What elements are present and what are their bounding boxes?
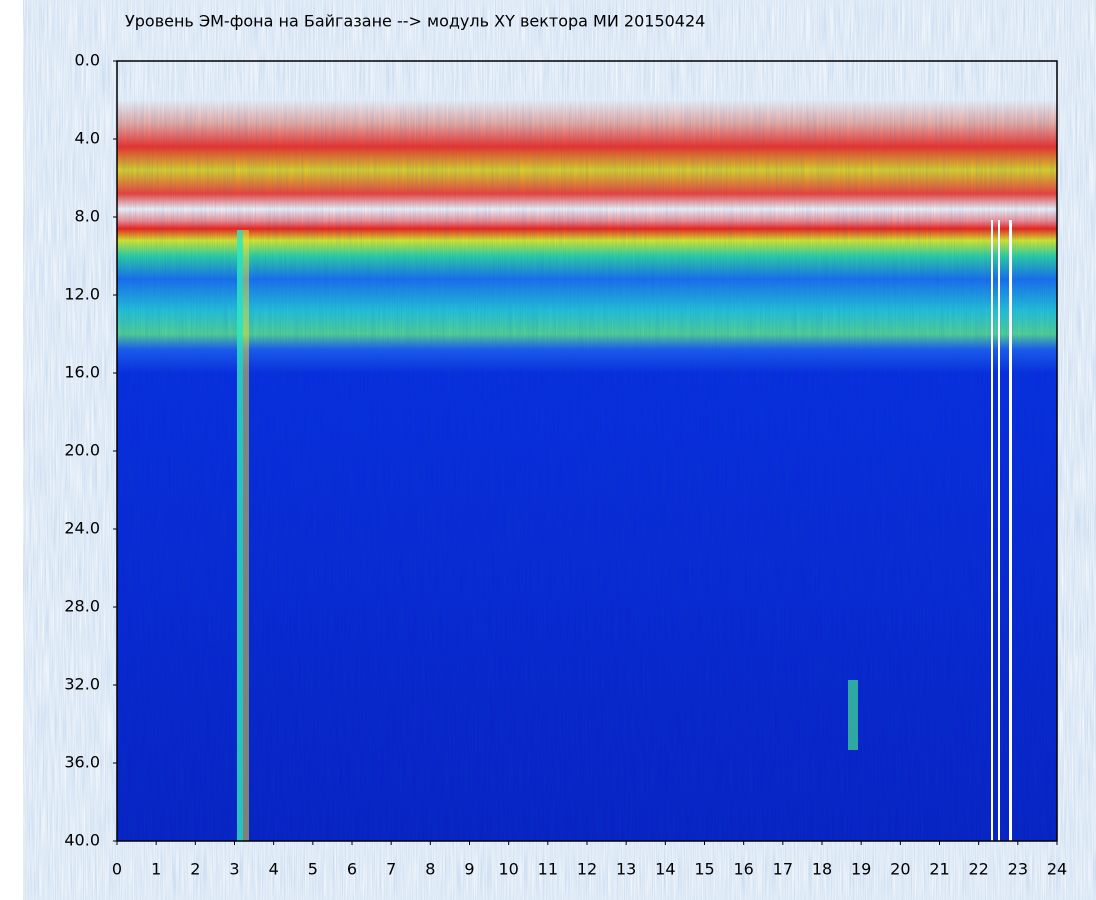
x-tick-label: 1	[151, 860, 161, 879]
spectrogram-texture	[117, 61, 1057, 841]
x-tick-label: 0	[112, 860, 122, 879]
x-tick-label: 8	[425, 860, 435, 879]
x-tick-label: 17	[773, 860, 793, 879]
y-tick-label: 28.0	[64, 597, 100, 616]
y-tick-label: 32.0	[64, 675, 100, 694]
x-tick-label: 10	[498, 860, 518, 879]
x-tick-label: 3	[229, 860, 239, 879]
x-tick-label: 23	[1008, 860, 1028, 879]
y-tick-label: 20.0	[64, 441, 100, 460]
y-tick-label: 8.0	[75, 207, 100, 226]
y-tick-label: 24.0	[64, 519, 100, 538]
y-tick-label: 36.0	[64, 753, 100, 772]
x-tick-label: 7	[386, 860, 396, 879]
x-tick-label: 2	[190, 860, 200, 879]
y-tick-label: 4.0	[75, 129, 100, 148]
x-tick-label: 9	[464, 860, 474, 879]
y-tick-label: 12.0	[64, 285, 100, 304]
x-tick-label: 16	[733, 860, 753, 879]
y-tick-label: 40.0	[64, 831, 100, 850]
x-tick-label: 13	[616, 860, 636, 879]
x-tick-label: 12	[577, 860, 597, 879]
x-tick-label: 24	[1047, 860, 1067, 879]
y-tick-label: 16.0	[64, 363, 100, 382]
x-tick-label: 11	[538, 860, 558, 879]
x-tick-label: 6	[347, 860, 357, 879]
x-tick-label: 19	[851, 860, 871, 879]
x-tick-label: 14	[655, 860, 675, 879]
y-tick-label: 0.0	[75, 51, 100, 70]
x-tick-label: 4	[269, 860, 279, 879]
x-tick-label: 22	[968, 860, 988, 879]
x-tick-label: 21	[929, 860, 949, 879]
x-tick-label: 18	[812, 860, 832, 879]
x-tick-label: 5	[308, 860, 318, 879]
x-tick-label: 20	[890, 860, 910, 879]
chart-title: Уровень ЭМ-фона на Байгазане --> модуль …	[125, 12, 705, 31]
x-tick-label: 15	[694, 860, 714, 879]
